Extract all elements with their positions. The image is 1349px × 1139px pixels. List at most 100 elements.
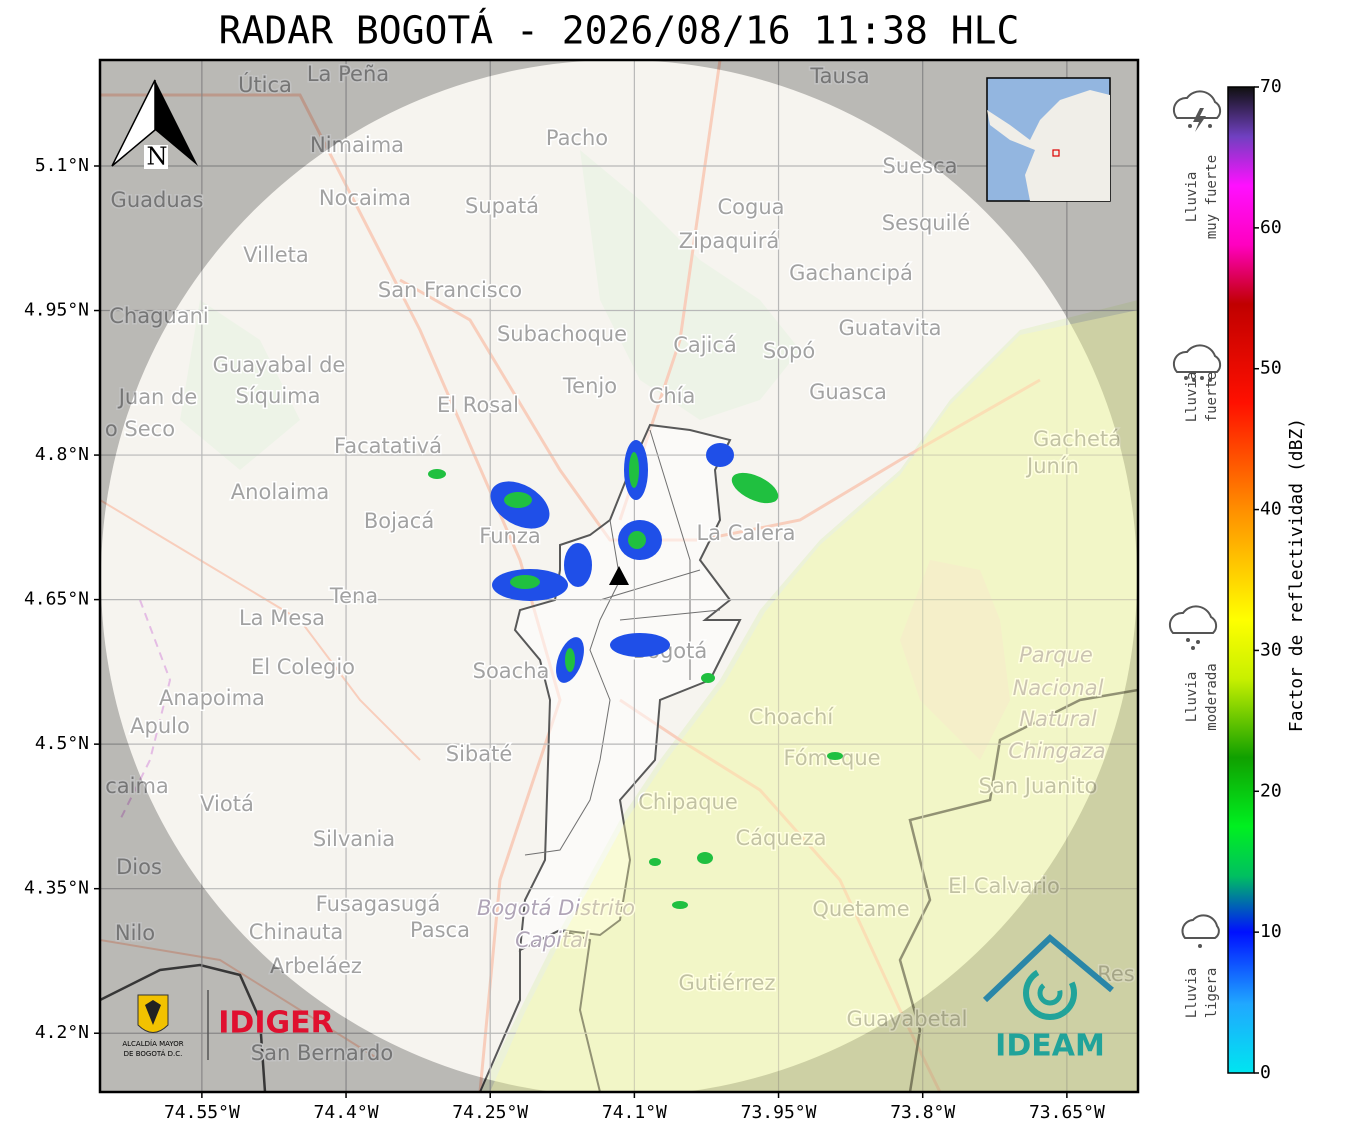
place-label: Guatavita: [839, 316, 942, 340]
place-label: Sopó: [763, 339, 815, 363]
place-label: Gachancipá: [789, 261, 913, 285]
place-label: Anolaima: [231, 480, 329, 504]
place-label: Tausa: [809, 64, 869, 88]
ideam-label: IDEAM: [995, 1029, 1105, 1064]
colorbar-tick-label: 30: [1260, 639, 1282, 660]
place-label: Gutiérrez: [679, 971, 776, 995]
place-label: Nocaima: [319, 186, 411, 210]
place-label: Chía: [649, 384, 696, 408]
y-tick-label: 4.35°N: [24, 878, 89, 899]
place-label: caima: [105, 774, 169, 798]
inset-map: [986, 77, 1111, 202]
place-label: Suesca: [883, 154, 958, 178]
place-label: Silvania: [313, 827, 395, 851]
place-label: Guayabal de: [213, 353, 346, 377]
north-arrow: N: [111, 79, 198, 171]
y-tick-label: 4.8°N: [35, 444, 89, 465]
place-label: Subachoque: [497, 322, 627, 346]
map-frame: [98, 58, 1140, 1094]
park-label: Bogotá Distrito: [477, 896, 635, 920]
place-label: San Bernardo: [251, 1041, 393, 1065]
park-label: Natural: [1019, 707, 1097, 731]
place-label: Choachí: [749, 705, 835, 729]
place-label: Villeta: [243, 243, 308, 267]
place-label: Dios: [116, 855, 162, 879]
rain-level-label: Lluvia: [1184, 172, 1200, 223]
colorbar-label: Factor de reflectividad (dBZ): [1286, 418, 1307, 732]
place-label: Gachetá: [1033, 427, 1121, 451]
rain-level-label: Lluvia: [1184, 372, 1200, 423]
place-label: o Seco: [105, 417, 175, 441]
park-label: Nacional: [1013, 676, 1104, 700]
rain-level-label: fuerte: [1204, 372, 1220, 423]
x-tick-label: 73.95°W: [741, 1102, 817, 1123]
place-label: San Francisco: [378, 278, 522, 302]
logo-ideam: IDEAM: [982, 933, 1114, 1064]
rain-level-label: moderada: [1204, 663, 1220, 730]
place-label: Apulo: [130, 714, 190, 738]
terrain-tint: [490, 310, 1138, 1092]
logo-idiger: IDIGER: [218, 1006, 333, 1041]
y-tick-label: 4.95°N: [24, 300, 89, 321]
radar-site: [609, 566, 629, 585]
place-label: Síquima: [236, 384, 321, 408]
place-label: Pacho: [546, 126, 608, 150]
place-label: Pasca: [410, 918, 470, 942]
rain-level-label: Lluvia: [1184, 672, 1200, 723]
colorbar-tick-label: 60: [1260, 217, 1282, 238]
alcaldia-line: DE BOGOTÁ D.C.: [124, 1049, 183, 1058]
place-label: Soacha: [473, 659, 550, 683]
place-label: El Rosal: [437, 393, 519, 417]
place-label: Tena: [329, 584, 378, 608]
place-label: Cogua: [717, 195, 784, 219]
place-label: El Colegio: [251, 655, 355, 679]
place-label: Tenjo: [562, 374, 617, 398]
x-tick-label: 74.4°W: [314, 1102, 379, 1123]
park-label: Capital: [515, 928, 589, 952]
rain-drops: [1184, 108, 1212, 948]
x-tick-label: 73.8°W: [890, 1102, 955, 1123]
place-label: Chinauta: [249, 920, 343, 944]
place-label: Fusagasugá: [316, 892, 441, 916]
place-label: Chaguani: [109, 304, 209, 328]
place-label: Bojacá: [364, 509, 434, 533]
place-label: Arbeláez: [270, 954, 362, 978]
place-label: Quetame: [812, 897, 909, 921]
x-tick-label: 74.55°W: [164, 1102, 240, 1123]
place-label: Junín: [1025, 454, 1079, 478]
place-label: La Peña: [307, 62, 389, 86]
park-label: Chingaza: [1008, 739, 1105, 763]
place-label: Nilo: [115, 921, 155, 945]
place-label: San Juanito: [979, 774, 1098, 798]
place-label: La Mesa: [239, 606, 325, 630]
colorbar-tick-label: 70: [1260, 76, 1282, 97]
place-label: Cáqueza: [736, 826, 827, 850]
rain-level-label: Lluvia: [1184, 968, 1200, 1019]
x-tick-label: 74.25°W: [452, 1102, 528, 1123]
place-label: Guasca: [809, 380, 887, 404]
logo-alcaldia: ALCALDÍA MAYOR DE BOGOTÁ D.C.: [122, 990, 209, 1060]
park-label: Parque: [1019, 643, 1093, 667]
rain-level-label: muy fuerte: [1204, 155, 1220, 239]
place-label: Supatá: [465, 194, 539, 218]
north-label: N: [147, 143, 168, 171]
place-label: Facatativá: [334, 434, 442, 458]
place-label: Útica: [238, 72, 292, 97]
radar-echoes: [428, 440, 843, 909]
x-tick-label: 74.1°W: [602, 1102, 667, 1123]
colorbar-tick-label: 50: [1260, 358, 1282, 379]
y-tick-label: 4.5°N: [35, 733, 89, 754]
y-tick-label: 4.65°N: [24, 589, 89, 610]
place-label: Zipaquirá: [679, 229, 779, 253]
place-label: Sibaté: [446, 742, 513, 766]
y-tick-label: 5.1°N: [35, 155, 89, 176]
place-label: Cajicá: [673, 333, 737, 357]
place-label: El Calvario: [948, 874, 1060, 898]
rain-icons: [1168, 90, 1222, 939]
alcaldia-line: ALCALDÍA MAYOR: [122, 1039, 183, 1048]
y-tick-label: 4.2°N: [35, 1022, 89, 1043]
colorbar: [1227, 86, 1255, 1074]
title: RADAR BOGOTÁ - 2026/08/16 11:38 HLC: [219, 9, 1020, 53]
place-label: Guaduas: [111, 188, 204, 212]
